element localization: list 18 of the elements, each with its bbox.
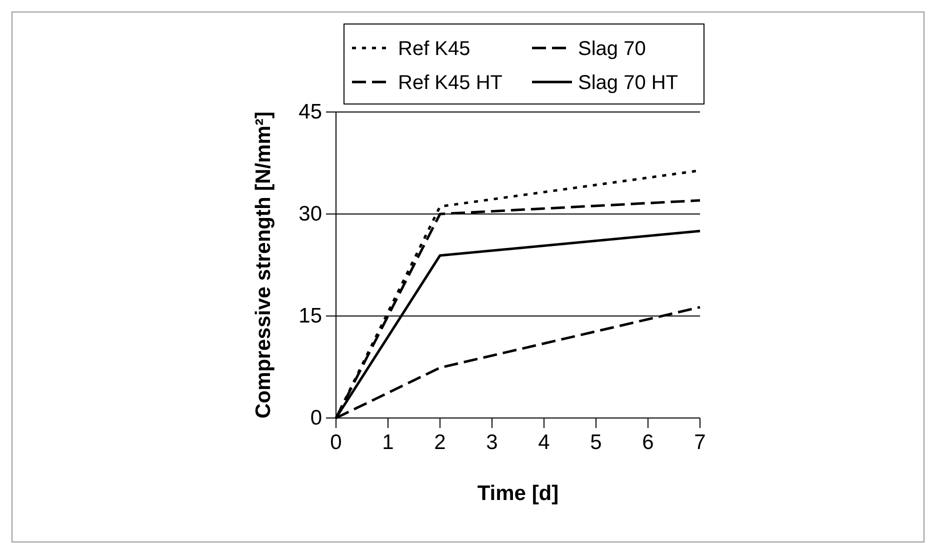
x-tick-label: 6 [642, 430, 654, 454]
y-tick-label: 30 [298, 202, 322, 226]
x-tick-label: 1 [382, 430, 394, 454]
x-tick-label: 5 [590, 430, 602, 454]
y-axis-title: Compressive strength [N/mm²] [252, 112, 275, 418]
x-tick-label: 4 [538, 430, 550, 454]
legend-label: Slag 70 [578, 38, 646, 60]
y-tick-label: 15 [298, 304, 322, 328]
x-tick-label: 7 [694, 430, 706, 454]
x-tick-label: 2 [434, 430, 446, 454]
y-tick-label: 45 [298, 100, 322, 124]
legend-label: Ref K45 [398, 38, 470, 60]
legend-label: Slag 70 HT [578, 72, 678, 94]
y-tick-label: 0 [310, 406, 322, 430]
legend-label: Ref K45 HT [398, 72, 502, 94]
x-axis-title: Time [d] [477, 482, 559, 505]
x-tick-label: 0 [330, 430, 342, 454]
x-tick-label: 3 [486, 430, 498, 454]
